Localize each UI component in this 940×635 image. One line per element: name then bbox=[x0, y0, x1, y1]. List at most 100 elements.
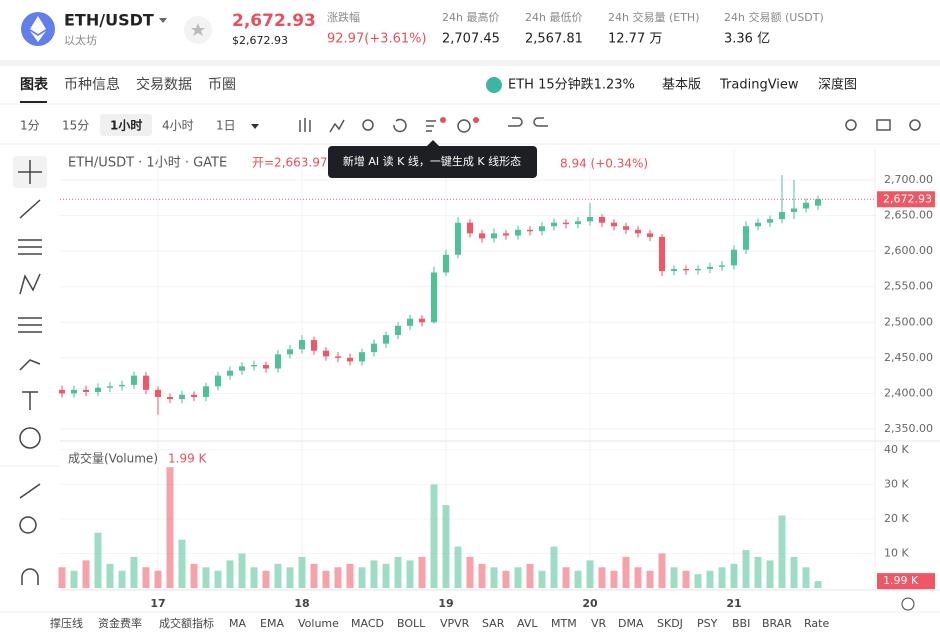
tab-right[interactable]: ETH 15分钟跌1.23% bbox=[508, 77, 635, 93]
indicator[interactable]: AVL bbox=[517, 617, 538, 630]
candle-body bbox=[490, 233, 497, 239]
volume-bar bbox=[142, 567, 150, 588]
interval[interactable]: 1日 bbox=[216, 119, 236, 133]
candle-body bbox=[682, 268, 689, 271]
volume-bar bbox=[382, 563, 390, 588]
volume-bar bbox=[802, 567, 810, 588]
interval[interactable]: 1分 bbox=[20, 119, 40, 133]
volume-tag bbox=[877, 573, 935, 590]
volume-bar bbox=[274, 563, 282, 588]
candle-body bbox=[802, 202, 809, 209]
volume-bar bbox=[214, 570, 222, 588]
volume-bar bbox=[718, 567, 726, 588]
indicator[interactable]: VR bbox=[591, 617, 607, 630]
y-tick-label: 2,700.00 bbox=[884, 173, 933, 186]
indicator[interactable]: 撑压线 bbox=[50, 616, 83, 630]
volume-bar bbox=[298, 556, 306, 588]
price-usd: $2,672.93 bbox=[232, 34, 288, 47]
dropdown[interactable] bbox=[159, 18, 167, 23]
candle-body bbox=[406, 318, 413, 326]
drawing-tools[interactable] bbox=[13, 156, 47, 585]
candle-body bbox=[94, 387, 101, 392]
volume-bar bbox=[610, 570, 618, 588]
indicator[interactable]: SKDJ bbox=[657, 617, 683, 630]
volume-bar bbox=[778, 515, 786, 588]
dropdown[interactable] bbox=[251, 124, 259, 129]
volume-bar bbox=[538, 570, 546, 588]
indicator[interactable]: 成交额指标 bbox=[159, 616, 214, 630]
tab[interactable]: 币种信息 bbox=[64, 76, 120, 93]
indicator[interactable]: PSY bbox=[697, 617, 718, 630]
candle-body bbox=[82, 389, 89, 392]
interval[interactable]: 15分 bbox=[62, 119, 89, 133]
tab[interactable]: 币圈 bbox=[208, 77, 236, 93]
badge bbox=[440, 117, 446, 123]
volume-bar bbox=[466, 556, 474, 588]
volume-bar bbox=[346, 563, 354, 588]
candle-body bbox=[538, 226, 545, 232]
volume-bar bbox=[514, 567, 522, 588]
candle-body bbox=[382, 335, 389, 344]
volume-bar bbox=[682, 570, 690, 588]
candle-body bbox=[154, 389, 161, 397]
stat-value: 2,707.45 bbox=[442, 32, 500, 47]
candle-body bbox=[466, 222, 473, 234]
candle-body bbox=[286, 349, 293, 355]
volume-bar bbox=[634, 567, 642, 588]
tab[interactable]: 图表 bbox=[20, 76, 49, 93]
indicator[interactable]: DMA bbox=[618, 617, 644, 630]
volume-bar bbox=[742, 550, 750, 588]
volume-bar bbox=[370, 560, 378, 588]
volume-bar bbox=[694, 574, 702, 588]
indicator[interactable]: 资金费率 bbox=[98, 616, 142, 630]
candle-body bbox=[562, 222, 569, 225]
candle-body bbox=[574, 221, 581, 225]
candle-body bbox=[718, 265, 725, 267]
tab-right[interactable]: 基本版 bbox=[662, 78, 701, 93]
separator bbox=[0, 60, 940, 66]
candle-body bbox=[202, 386, 209, 397]
volume-bar bbox=[166, 467, 174, 588]
tab-right[interactable]: 深度图 bbox=[818, 77, 857, 93]
settings-icon[interactable] bbox=[901, 597, 915, 611]
volume-bar bbox=[58, 567, 66, 588]
volume-bar bbox=[790, 556, 798, 588]
candle-body bbox=[334, 356, 341, 358]
indicator[interactable]: Volume bbox=[298, 617, 339, 630]
indicator[interactable]: BRAR bbox=[762, 617, 792, 630]
indicator[interactable]: BBI bbox=[732, 617, 750, 630]
candle-body bbox=[754, 222, 761, 227]
y-tick-label: 2,400.00 bbox=[884, 386, 933, 399]
indicator[interactable]: SAR bbox=[482, 617, 505, 630]
x-tick-label: 21 bbox=[726, 597, 741, 610]
interval[interactable]: 1小时 bbox=[110, 118, 142, 133]
indicator[interactable]: Rate bbox=[804, 617, 829, 630]
interval[interactable]: 4小时 bbox=[162, 119, 194, 133]
badge bbox=[473, 117, 479, 123]
tab[interactable]: 交易数据 bbox=[136, 76, 192, 93]
volume-bar bbox=[478, 563, 486, 588]
y-tick-label: 2,650.00 bbox=[884, 209, 933, 222]
tab-right[interactable]: TradingView bbox=[719, 78, 799, 93]
candle-body bbox=[70, 389, 77, 394]
candle-body bbox=[238, 366, 245, 371]
volume-bar bbox=[226, 560, 234, 588]
indicator[interactable]: VPVR bbox=[440, 617, 470, 630]
candle-body bbox=[250, 364, 257, 367]
volume-bar bbox=[238, 553, 246, 588]
indicator[interactable]: MACD bbox=[351, 617, 384, 630]
y-tick-label: 20 K bbox=[884, 512, 909, 525]
candle-body bbox=[346, 357, 353, 362]
volume-bar bbox=[574, 570, 582, 588]
indicator[interactable]: EMA bbox=[260, 617, 284, 630]
toolbar-icons[interactable] bbox=[299, 117, 921, 133]
price: 2,672.93 bbox=[232, 11, 316, 31]
price-tag-label: 2,672.93 bbox=[883, 192, 932, 205]
y-tick-label: 2,600.00 bbox=[884, 244, 933, 257]
indicator[interactable]: MA bbox=[229, 617, 246, 630]
volume-bar bbox=[814, 581, 822, 588]
volume-bar bbox=[670, 567, 678, 588]
indicator[interactable]: MTM bbox=[551, 617, 577, 630]
indicator[interactable]: BOLL bbox=[397, 617, 426, 630]
